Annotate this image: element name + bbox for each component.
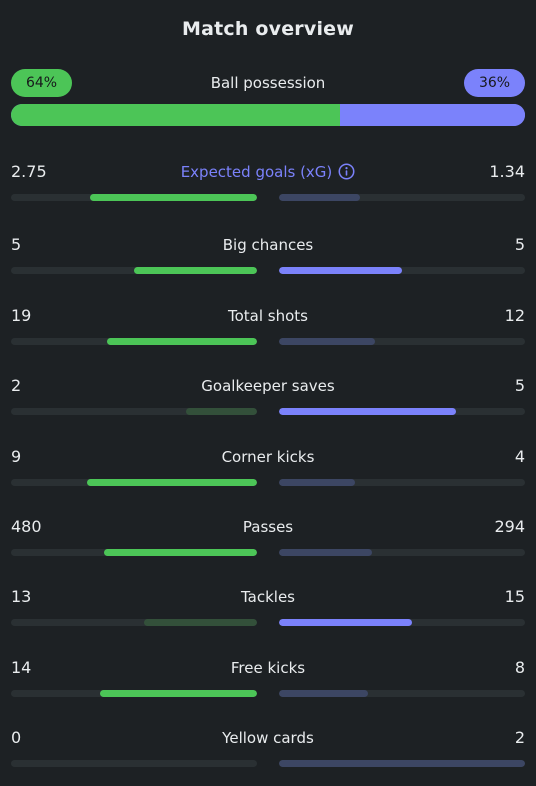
away-value: 294 bbox=[494, 517, 525, 536]
stat-label: Tackles bbox=[11, 586, 525, 608]
home-stat-bar-fill bbox=[89, 194, 257, 201]
home-value: 14 bbox=[11, 658, 32, 677]
away-stat-bar bbox=[279, 760, 525, 767]
away-stat-bar bbox=[279, 619, 525, 626]
home-stat-bar bbox=[11, 549, 257, 556]
info-icon[interactable] bbox=[338, 163, 355, 180]
away-stat-bar-fill bbox=[279, 338, 375, 345]
away-stat-bar bbox=[279, 267, 525, 274]
stat-label-text: Yellow cards bbox=[222, 729, 314, 747]
away-stat-bar-fill bbox=[279, 760, 525, 767]
home-stat-bar bbox=[11, 479, 257, 486]
home-stat-bar bbox=[11, 619, 257, 626]
home-stat-bar bbox=[11, 690, 257, 697]
away-stat-bar-fill bbox=[279, 479, 356, 486]
away-stat-bar-fill bbox=[279, 194, 361, 201]
stat-label-text: Expected goals (xG) bbox=[180, 163, 333, 181]
stat-label-text: Big chances bbox=[222, 236, 314, 254]
panel-title: Match overview bbox=[181, 18, 355, 40]
away-value: 8 bbox=[514, 658, 525, 677]
home-stat-bar-fill bbox=[99, 690, 257, 697]
stat-label-text: Total shots bbox=[228, 307, 308, 325]
away-value: 4 bbox=[514, 447, 525, 466]
stat-label: Expected goals (xG) bbox=[11, 161, 525, 183]
stat-row: 0 Yellow cards 2 bbox=[11, 727, 525, 767]
away-stat-bar bbox=[279, 338, 525, 345]
home-value: 13 bbox=[11, 587, 32, 606]
home-stat-bar-fill bbox=[106, 338, 257, 345]
home-possession-badge: 64% bbox=[11, 69, 72, 97]
stat-label: Passes bbox=[11, 516, 525, 538]
away-stat-bar-fill bbox=[279, 408, 457, 415]
home-stat-bar bbox=[11, 194, 257, 201]
stat-row: 9 Corner kicks 4 bbox=[11, 446, 525, 486]
possession-bar-home bbox=[11, 104, 340, 126]
away-stat-bar bbox=[279, 408, 525, 415]
away-stat-bar bbox=[279, 194, 525, 201]
home-value: 5 bbox=[11, 235, 22, 254]
away-value: 5 bbox=[514, 235, 525, 254]
away-stat-bar bbox=[279, 479, 525, 486]
home-stat-bar bbox=[11, 338, 257, 345]
away-value: 1.34 bbox=[489, 162, 525, 181]
possession-bar-away bbox=[339, 104, 525, 126]
stat-row: 5 Big chances 5 bbox=[11, 234, 525, 274]
home-stat-bar bbox=[11, 760, 257, 767]
away-value: 15 bbox=[504, 587, 525, 606]
home-stat-bar-fill bbox=[104, 549, 257, 556]
stat-label: Goalkeeper saves bbox=[11, 375, 525, 397]
home-stat-bar bbox=[11, 267, 257, 274]
away-value: 2 bbox=[514, 728, 525, 747]
stat-row: 14 Free kicks 8 bbox=[11, 657, 525, 697]
stat-row: 480 Passes 294 bbox=[11, 516, 525, 556]
home-stat-bar-fill bbox=[134, 267, 257, 274]
stat-row: 19 Total shots 12 bbox=[11, 305, 525, 345]
home-stat-bar-fill bbox=[87, 479, 257, 486]
home-value: 480 bbox=[11, 517, 42, 536]
stat-row: 13 Tackles 15 bbox=[11, 586, 525, 626]
stat-label: Total shots bbox=[11, 305, 525, 327]
away-stat-bar-fill bbox=[279, 690, 368, 697]
home-stat-bar-fill bbox=[185, 408, 257, 415]
possession-bar bbox=[11, 104, 525, 126]
away-stat-bar bbox=[279, 690, 525, 697]
stat-label: Corner kicks bbox=[11, 446, 525, 468]
stat-label-text: Goalkeeper saves bbox=[201, 377, 335, 395]
stat-label-text: Free kicks bbox=[230, 659, 306, 677]
stat-label-text: Passes bbox=[242, 518, 294, 536]
away-stat-bar-fill bbox=[279, 267, 402, 274]
stat-label: Free kicks bbox=[11, 657, 525, 679]
away-stat-bar-fill bbox=[279, 549, 373, 556]
stat-label: Yellow cards bbox=[11, 727, 525, 749]
home-value: 0 bbox=[11, 728, 22, 747]
home-value: 9 bbox=[11, 447, 22, 466]
stat-label-text: Corner kicks bbox=[221, 448, 315, 466]
away-possession-badge: 36% bbox=[464, 69, 525, 97]
home-value: 19 bbox=[11, 306, 32, 325]
home-stat-bar bbox=[11, 408, 257, 415]
possession-header: 64% Ball possession 36% bbox=[11, 69, 525, 97]
possession-label: Ball possession bbox=[210, 74, 326, 92]
stat-row: 2 Goalkeeper saves 5 bbox=[11, 375, 525, 415]
away-value: 5 bbox=[514, 376, 525, 395]
stat-row: 2.75 Expected goals (xG) 1.34 bbox=[11, 161, 525, 201]
stat-label-text: Tackles bbox=[240, 588, 296, 606]
away-stat-bar-fill bbox=[279, 619, 412, 626]
home-value: 2 bbox=[11, 376, 22, 395]
home-stat-bar-fill bbox=[143, 619, 257, 626]
stat-label: Big chances bbox=[11, 234, 525, 256]
home-value: 2.75 bbox=[11, 162, 47, 181]
away-value: 12 bbox=[504, 306, 525, 325]
away-stat-bar bbox=[279, 549, 525, 556]
